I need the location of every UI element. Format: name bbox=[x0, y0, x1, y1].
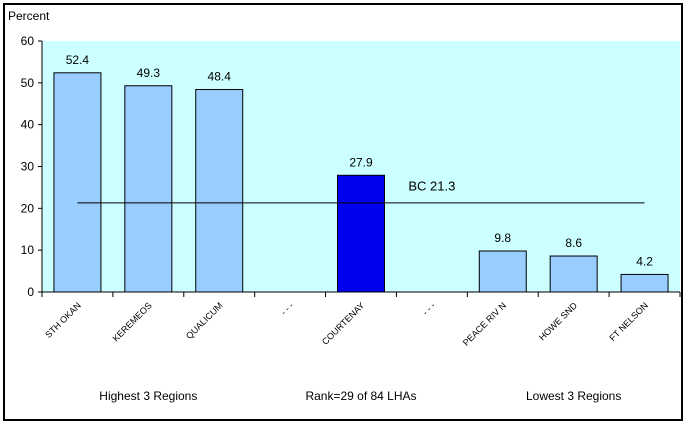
x-tick-label: - - - bbox=[420, 300, 437, 317]
bars: 52.4 49.3 48.4 27.9 9.8 8.6 4.2 bbox=[53, 53, 669, 293]
y-axis-label: Percent bbox=[8, 9, 50, 23]
group-label-lowest: Lowest 3 Regions bbox=[526, 389, 621, 403]
x-tick-label: FT NELSON bbox=[607, 300, 650, 343]
group-label-highest: Highest 3 Regions bbox=[99, 389, 197, 403]
y-tick-label: 50 bbox=[21, 76, 35, 90]
bar-value-label: 48.4 bbox=[208, 70, 232, 84]
x-tick-label: PEACE RIV N bbox=[461, 300, 508, 347]
reference-line-label: BC 21.3 bbox=[408, 178, 455, 193]
x-tick-label: QUALICUM bbox=[184, 300, 225, 341]
y-tick-label: 30 bbox=[21, 160, 35, 174]
y-axis: 0 10 20 30 40 50 60 bbox=[21, 34, 43, 299]
y-tick-label: 20 bbox=[21, 201, 35, 215]
y-tick-label: 40 bbox=[21, 118, 35, 132]
bar bbox=[620, 273, 669, 293]
bar-value-label: 8.6 bbox=[565, 236, 582, 250]
bar bbox=[124, 85, 173, 293]
bar bbox=[195, 89, 244, 293]
bar-value-label: 49.3 bbox=[137, 66, 161, 80]
x-tick-label: KEREMEOS bbox=[111, 300, 154, 343]
bar bbox=[53, 72, 102, 293]
y-tick-label: 10 bbox=[21, 243, 35, 257]
bar bbox=[549, 255, 598, 293]
y-tick-label: 0 bbox=[27, 285, 34, 299]
x-tick-label: HOWE SND bbox=[537, 300, 579, 342]
x-tick-label: STH OKAN bbox=[43, 300, 83, 340]
bar bbox=[337, 174, 385, 293]
y-tick-label: 60 bbox=[21, 34, 35, 48]
bar bbox=[478, 250, 527, 293]
group-label-rank: Rank=29 of 84 LHAs bbox=[305, 389, 416, 403]
bar-value-label: 52.4 bbox=[66, 53, 90, 67]
x-tick-label: - - - bbox=[279, 300, 296, 317]
bar-value-label: 9.8 bbox=[494, 231, 511, 245]
bar-value-label: 27.9 bbox=[349, 155, 373, 169]
bar-value-label: 4.2 bbox=[636, 254, 653, 268]
x-axis: STH OKAN KEREMEOS QUALICUM - - - COURTENAY - … bbox=[41, 291, 681, 348]
x-tick-label: COURTENAY bbox=[320, 300, 366, 346]
